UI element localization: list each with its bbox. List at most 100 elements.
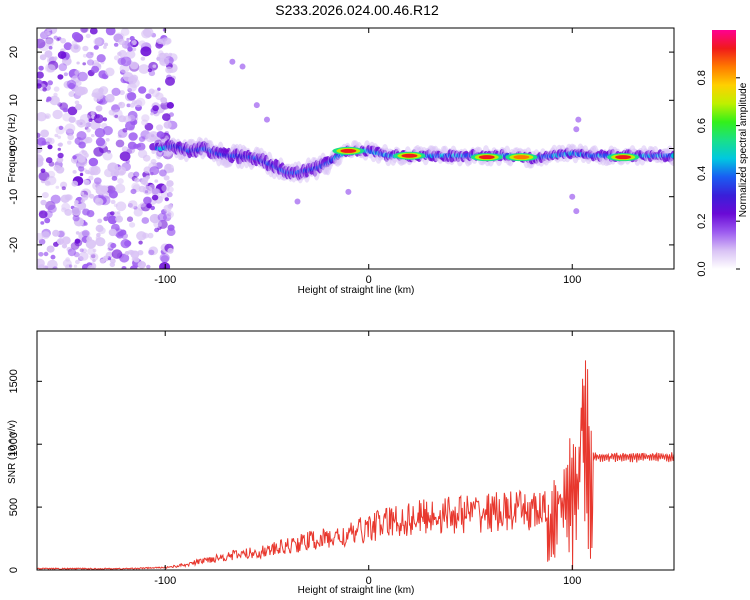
- noise-speckle: [138, 86, 147, 94]
- noise-speckle: [77, 71, 88, 82]
- noise-speckle: [67, 140, 72, 145]
- noise-speckle: [113, 42, 119, 47]
- noise-speckle: [67, 134, 74, 141]
- noise-speckle: [120, 56, 132, 67]
- noise-speckle: [127, 46, 133, 52]
- noise-speckle: [131, 182, 140, 191]
- noise-speckle: [137, 261, 146, 269]
- noise-speckle: [38, 65, 44, 71]
- noise-speckle: [82, 62, 86, 66]
- noise-speckle: [163, 204, 172, 213]
- noise-speckle: [97, 218, 103, 224]
- noise-speckle: [39, 157, 45, 162]
- snr-ytick-label: 0: [8, 567, 20, 573]
- noise-speckle: [118, 102, 122, 106]
- spectrogram-xtick-label: -100: [154, 274, 176, 286]
- noise-speckle: [68, 116, 76, 123]
- noise-speckle: [88, 175, 94, 181]
- noise-speckle: [138, 64, 150, 74]
- noise-speckle: [62, 107, 68, 113]
- noise-speckle: [145, 93, 152, 99]
- noise-speckle: [158, 50, 164, 56]
- noise-speckle: [93, 37, 102, 46]
- noise-speckle: [40, 129, 49, 138]
- noise-speckle: [164, 55, 170, 60]
- spectrogram-ytick-label: -20: [8, 237, 20, 253]
- colorbar-label: Normalized spectral amplitude: [738, 82, 749, 217]
- noise-speckle: [160, 97, 168, 104]
- noise-speckle: [122, 44, 126, 48]
- noise-speckle: [114, 183, 126, 194]
- noise-speckle: [82, 45, 89, 52]
- noise-speckle: [167, 247, 174, 254]
- spectral-blob: [239, 63, 246, 70]
- noise-speckle: [93, 45, 99, 50]
- noise-speckle: [83, 179, 88, 183]
- snr-ytick-label: 1500: [8, 369, 20, 393]
- noise-speckle: [37, 232, 44, 241]
- noise-speckle: [53, 35, 58, 40]
- noise-speckle: [159, 57, 170, 67]
- noise-speckle: [102, 117, 108, 122]
- noise-speckle: [83, 222, 88, 226]
- noise-speckle: [70, 242, 80, 250]
- noise-speckle: [75, 231, 80, 235]
- noise-speckle: [57, 147, 61, 151]
- noise-speckle: [90, 52, 94, 56]
- noise-speckle: [61, 236, 71, 245]
- noise-speckle: [166, 180, 174, 187]
- noise-speckle: [38, 252, 44, 257]
- noise-speckle: [146, 264, 151, 269]
- snr-frame: [36, 330, 675, 571]
- noise-speckle: [68, 264, 73, 268]
- noise-speckle: [118, 50, 127, 58]
- noise-speckle: [62, 58, 67, 62]
- peak-core: [513, 155, 530, 160]
- noise-speckle: [151, 194, 159, 201]
- noise-speckle: [53, 86, 60, 92]
- noise-speckle: [139, 202, 146, 208]
- noise-speckle: [73, 251, 80, 258]
- noise-speckle: [47, 80, 53, 86]
- noise-speckle: [109, 262, 116, 268]
- noise-speckle: [147, 68, 152, 73]
- noise-speckle: [107, 215, 118, 225]
- spectral-blob: [263, 116, 270, 123]
- noise-speckle: [49, 95, 60, 106]
- noise-speckle: [140, 46, 152, 57]
- noise-speckle: [167, 186, 174, 193]
- noise-speckle: [77, 158, 88, 167]
- colorbar-gradient: [712, 30, 736, 269]
- spectrogram-ytick-label: 0: [8, 145, 20, 151]
- noise-speckle: [58, 125, 64, 130]
- noise-speckle: [117, 134, 122, 139]
- noise-speckle: [146, 203, 152, 209]
- noise-speckle: [130, 188, 137, 195]
- snr-ylabel: SNR (10 * v/v): [7, 420, 18, 484]
- noise-speckle: [74, 200, 79, 205]
- noise-speckle: [121, 266, 127, 269]
- noise-speckle: [54, 133, 59, 138]
- noise-speckle: [79, 114, 91, 124]
- noise-speckle: [157, 87, 161, 91]
- noise-speckle: [44, 30, 50, 36]
- noise-speckle: [120, 28, 130, 36]
- noise-speckle: [79, 172, 84, 177]
- noise-speckle: [105, 93, 115, 103]
- noise-speckle: [156, 131, 165, 138]
- snr-xtick-label: 100: [563, 575, 581, 587]
- noise-speckle: [156, 38, 163, 45]
- spectrogram-xtick-label: 100: [563, 274, 581, 286]
- noise-speckle: [110, 199, 116, 205]
- noise-speckle: [159, 169, 167, 177]
- noise-speckle: [100, 185, 109, 193]
- noise-speckle: [73, 264, 78, 268]
- spectral-blob: [575, 116, 582, 123]
- noise-speckle: [111, 249, 123, 259]
- spectrogram-xlabel: Height of straight line (km): [298, 285, 415, 296]
- noise-speckle: [78, 150, 89, 160]
- noise-speckle: [74, 100, 80, 105]
- noise-speckle: [58, 142, 63, 147]
- noise-speckle: [95, 105, 103, 112]
